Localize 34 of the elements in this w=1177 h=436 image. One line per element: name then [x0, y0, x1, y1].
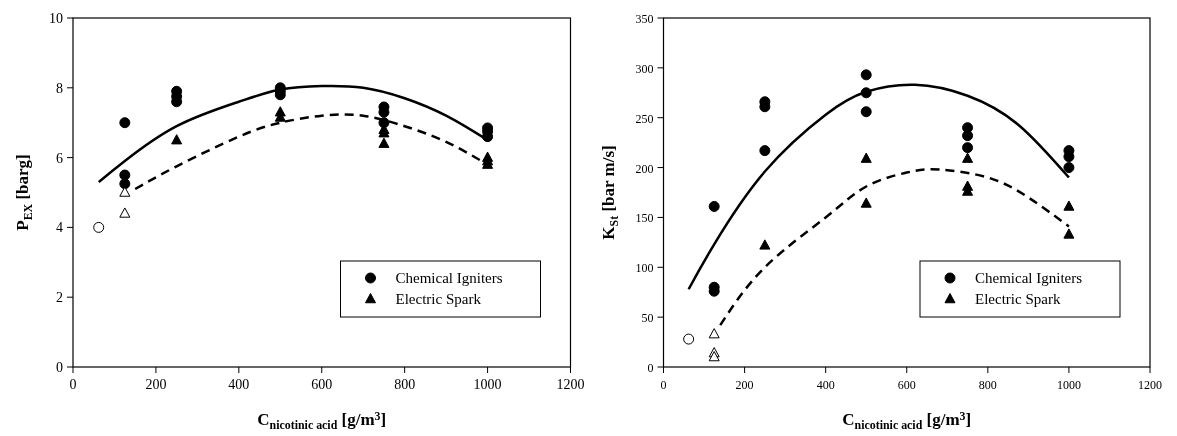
y-tick-label: 6 — [56, 150, 63, 166]
x-tick-label: 1200 — [556, 377, 585, 392]
x-axis-title: C$_{nicotinic acid}$ [g/m$^{3}$] — [842, 409, 972, 432]
y-tick-label: 100 — [635, 261, 654, 276]
y-tick-label: 350 — [635, 12, 654, 26]
x-tick-label: 0 — [69, 377, 77, 392]
x-tick-label: 1000 — [473, 377, 502, 392]
y-tick-label: 150 — [635, 211, 654, 226]
legend-label: Electric Spark — [975, 291, 1061, 307]
x-tick-label: 600 — [897, 378, 916, 392]
x-tick-label: 400 — [816, 378, 835, 392]
y-tick-label: 0 — [56, 360, 63, 375]
y-tick-label: 4 — [56, 220, 63, 236]
legend-label: Electric Spark — [395, 291, 482, 307]
x-tick-label: 800 — [978, 378, 997, 392]
x-tick-label: 800 — [394, 377, 416, 392]
x-tick-label: 200 — [735, 378, 754, 392]
x-tick-label: 200 — [145, 377, 167, 392]
x-axis-title: C$_{nicotinic acid}$ [g/m$^{3}$] — [257, 409, 387, 432]
y-tick-label: 200 — [635, 161, 654, 176]
x-tick-label: 400 — [228, 377, 250, 392]
x-tick-label: 1200 — [1138, 378, 1162, 392]
y-tick-label: 8 — [56, 80, 63, 96]
x-tick-label: 1000 — [1056, 378, 1081, 392]
legend-label: Chemical Igniters — [975, 270, 1083, 286]
y-tick-label: 250 — [635, 111, 654, 126]
x-tick-label: 0 — [660, 378, 667, 392]
y-tick-label: 10 — [49, 11, 63, 26]
legend-label: Chemical Igniters — [395, 270, 503, 286]
y-tick-label: 2 — [56, 290, 63, 306]
y-tick-label: 300 — [635, 61, 654, 76]
y-tick-label: 0 — [647, 361, 654, 375]
y-tick-label: 50 — [641, 311, 654, 326]
x-tick-label: 600 — [311, 377, 333, 392]
